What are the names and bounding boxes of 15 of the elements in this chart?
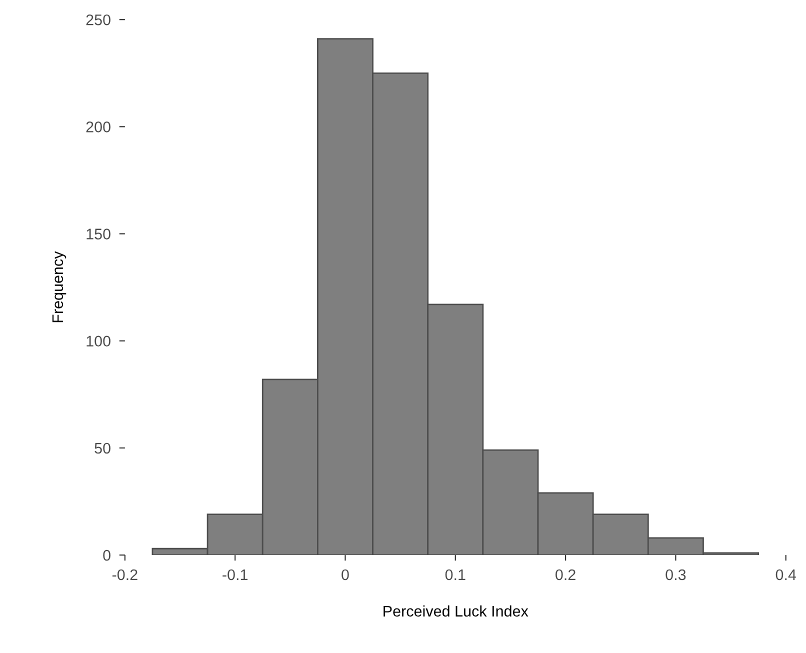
x-tick-label: 0.4: [776, 569, 796, 580]
x-tick-label: 0.2: [556, 569, 576, 580]
y-tick-label: 150: [86, 228, 110, 240]
y-axis-title: Frequency: [52, 251, 66, 322]
y-tick-label: 100: [86, 336, 110, 347]
x-tick-label: -0.1: [222, 569, 248, 580]
y-tick-label: 0: [103, 550, 110, 561]
x-tick-label: 0.1: [445, 569, 466, 580]
y-tick-label: 250: [86, 14, 110, 26]
x-tick-label: 0: [342, 569, 349, 580]
x-axis-title: Perceived Luck Index: [384, 605, 528, 617]
x-tick-label: -0.2: [112, 569, 138, 580]
y-tick-label: 200: [86, 122, 110, 132]
x-tick-label: 0.3: [666, 569, 686, 580]
y-tick-label: 50: [94, 442, 110, 454]
